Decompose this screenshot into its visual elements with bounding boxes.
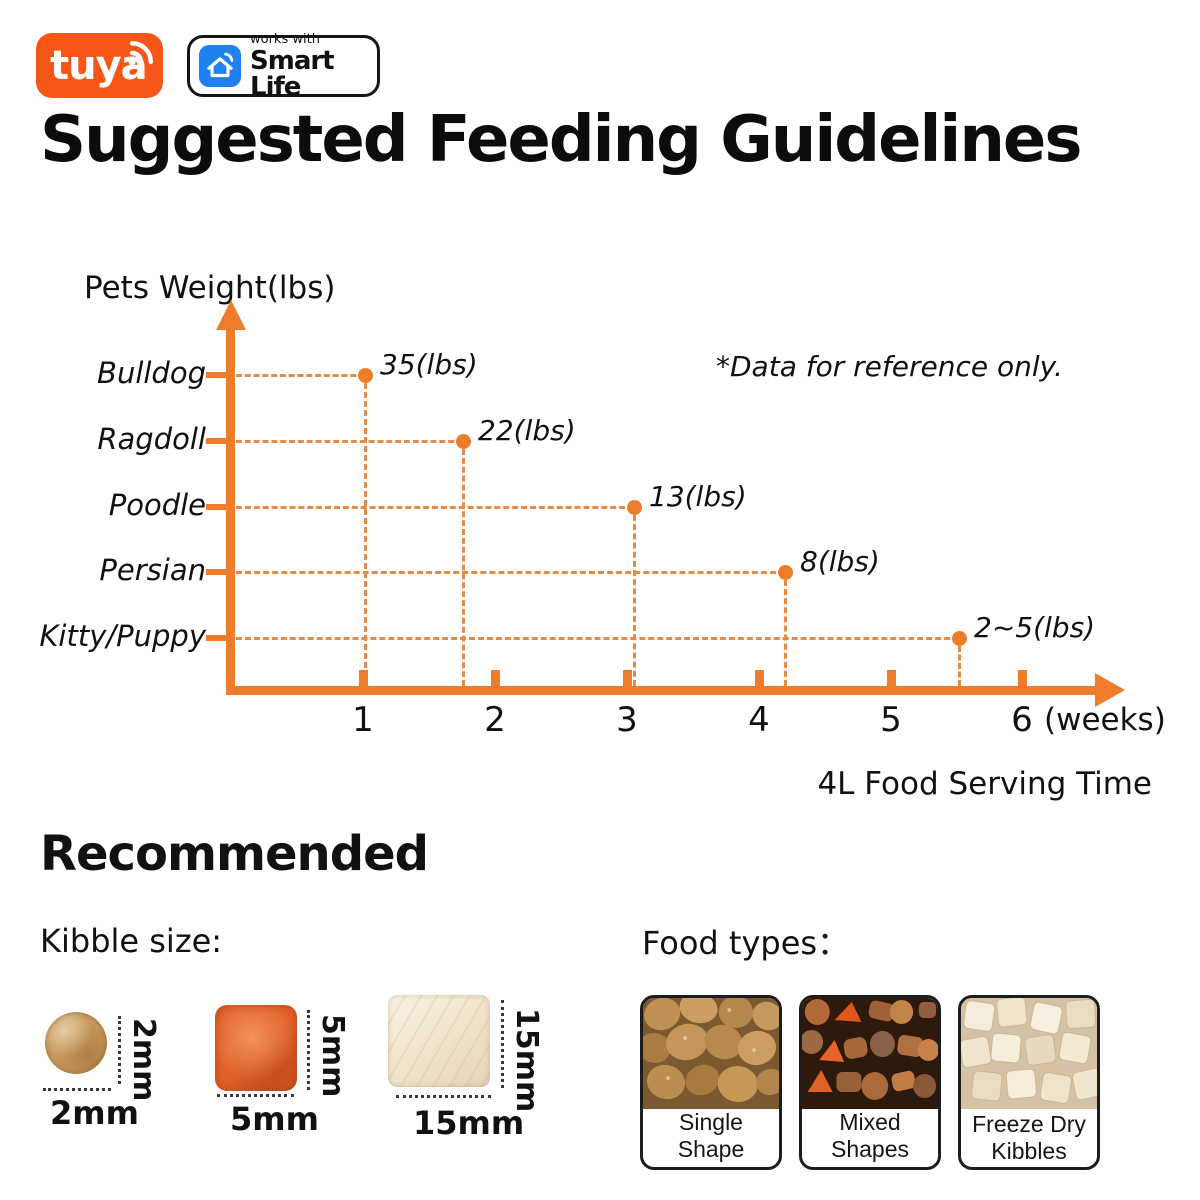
x-tick-label: 3 bbox=[616, 700, 638, 740]
data-point-dot bbox=[358, 368, 373, 383]
guide-line-vertical bbox=[633, 515, 636, 686]
food-type-line2: Dry Kibbles bbox=[652, 1163, 770, 1167]
freeze-dry-kibbles-photo bbox=[961, 998, 1097, 1109]
x-tick-label: 5 bbox=[880, 700, 902, 740]
kibble-width-label: 15mm bbox=[413, 1104, 525, 1142]
x-tick-label: 2 bbox=[484, 700, 506, 740]
data-point-label: 22(lbs) bbox=[478, 414, 576, 447]
guide-line-horizontal bbox=[236, 506, 634, 509]
guide-line-horizontal bbox=[236, 440, 463, 443]
single-shape-dry-kibbles-photo bbox=[643, 998, 779, 1109]
data-point-label: 8(lbs) bbox=[800, 545, 880, 578]
y-tick bbox=[206, 569, 226, 575]
x-tick bbox=[623, 670, 632, 687]
food-type-card: Freeze Dry Kibbles bbox=[958, 995, 1100, 1170]
category-label: Persian bbox=[99, 553, 206, 587]
recommended-heading: Recommended bbox=[40, 826, 429, 882]
food-type-line2: Kibbles bbox=[991, 1138, 1067, 1164]
x-tick bbox=[755, 670, 764, 687]
food-types-label: Food types： bbox=[642, 924, 850, 962]
x-tick bbox=[359, 670, 368, 687]
x-axis-unit-label: (weeks) bbox=[1044, 702, 1166, 738]
food-type-card: Mixed Shapes Dry Kibbles bbox=[799, 995, 941, 1170]
mixed-shapes-dry-kibbles-photo bbox=[802, 998, 938, 1109]
data-point-dot bbox=[627, 500, 642, 515]
kibble-size-label: Kibble size: bbox=[40, 922, 223, 960]
y-tick bbox=[206, 635, 226, 641]
kibble-height-label: 15mm bbox=[509, 1008, 544, 1113]
kibble-width-label: 2mm bbox=[50, 1094, 139, 1132]
x-tick-label: 4 bbox=[748, 700, 770, 740]
measure-line-vertical bbox=[501, 1000, 504, 1088]
kibble-width-label: 5mm bbox=[230, 1100, 319, 1138]
category-label: Poodle bbox=[108, 488, 206, 522]
guide-line-vertical bbox=[364, 383, 367, 686]
measure-line-horizontal bbox=[217, 1094, 294, 1097]
measure-line-vertical bbox=[307, 1010, 310, 1090]
square-kibble-image bbox=[215, 1005, 297, 1091]
x-axis-line bbox=[226, 686, 1098, 695]
y-axis-line bbox=[226, 328, 235, 686]
smart-life-label: Smart Life bbox=[250, 45, 335, 102]
food-type-label: Mixed Shapes Dry Kibbles bbox=[802, 1109, 938, 1167]
x-tick-label: 1 bbox=[352, 700, 374, 740]
x-tick-label: 6 bbox=[1011, 700, 1033, 740]
reference-note: *Data for reference only. bbox=[716, 350, 1063, 383]
smart-life-text: works with Smart Life bbox=[250, 33, 377, 100]
smart-life-house-icon bbox=[199, 45, 241, 87]
data-point-dot bbox=[952, 631, 967, 646]
guide-line-horizontal bbox=[236, 637, 959, 640]
category-label: Ragdoll bbox=[97, 422, 206, 456]
food-type-line1: Freeze Dry bbox=[972, 1111, 1086, 1137]
food-type-card: Single Shape Dry Kibbles bbox=[640, 995, 782, 1170]
guide-line-vertical bbox=[958, 646, 961, 686]
works-with-label: works with bbox=[250, 31, 320, 47]
category-label: Bulldog bbox=[97, 356, 206, 390]
x-tick bbox=[887, 670, 896, 687]
guide-line-vertical bbox=[462, 449, 465, 686]
category-label: Kitty/Puppy bbox=[39, 619, 206, 653]
smart-life-badge: works with Smart Life bbox=[187, 33, 380, 100]
y-tick bbox=[206, 438, 226, 444]
data-point-label: 2~5(lbs) bbox=[974, 611, 1096, 644]
data-point-dot bbox=[778, 565, 793, 580]
y-axis-arrow-icon bbox=[216, 300, 246, 330]
y-tick bbox=[206, 372, 226, 378]
data-point-label: 35(lbs) bbox=[380, 348, 478, 381]
round-kibble-image bbox=[45, 1012, 107, 1074]
x-axis-arrow-icon bbox=[1095, 673, 1125, 707]
page-title: Suggested Feeding Guidelines bbox=[40, 103, 1082, 177]
data-point-dot bbox=[456, 434, 471, 449]
food-type-label: Single Shape Dry Kibbles bbox=[643, 1109, 779, 1167]
x-tick bbox=[1018, 670, 1027, 687]
food-type-line2: Dry Kibbles bbox=[811, 1163, 929, 1167]
kibble-height-label: 5mm bbox=[315, 1014, 350, 1098]
measure-line-horizontal bbox=[396, 1095, 491, 1098]
x-tick bbox=[491, 670, 500, 687]
tuya-logo: tuya bbox=[36, 33, 163, 98]
measure-line-vertical bbox=[118, 1016, 121, 1084]
food-type-line1: Single Shape bbox=[677, 1109, 745, 1162]
y-tick bbox=[206, 504, 226, 510]
cube-kibble-image bbox=[388, 995, 490, 1087]
food-type-line1: Mixed Shapes bbox=[830, 1109, 909, 1162]
kibble-height-label: 2mm bbox=[126, 1018, 161, 1102]
food-type-label: Freeze Dry Kibbles bbox=[961, 1109, 1097, 1167]
y-axis-title: Pets Weight(lbs) bbox=[84, 270, 336, 306]
measure-line-horizontal bbox=[43, 1088, 111, 1091]
guide-line-horizontal bbox=[236, 374, 365, 377]
data-point-label: 13(lbs) bbox=[649, 480, 747, 513]
guide-line-horizontal bbox=[236, 571, 785, 574]
tuya-wifi-icon bbox=[128, 41, 153, 66]
chart-caption: 4L Food Serving Time bbox=[817, 766, 1152, 802]
guide-line-vertical bbox=[784, 580, 787, 686]
